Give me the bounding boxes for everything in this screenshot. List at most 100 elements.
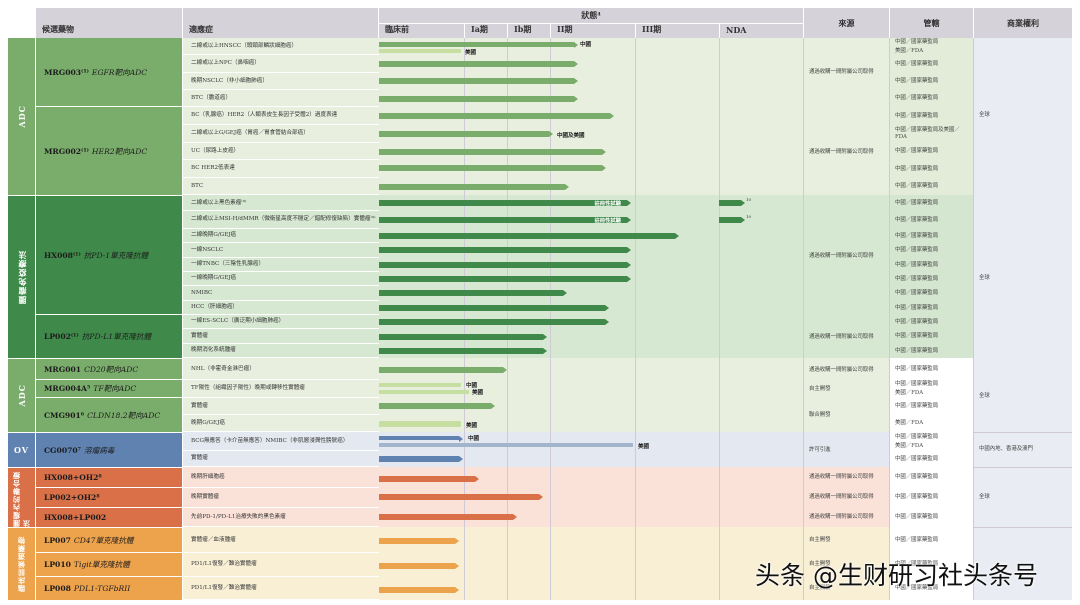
source-cell: 聯合開發 xyxy=(809,411,831,418)
header-phase-ia: Ia期 xyxy=(465,24,507,38)
drug-desc: TF靶向ADC xyxy=(93,384,137,393)
progress-bar xyxy=(379,403,495,409)
progress-bar xyxy=(379,184,569,190)
indication-row: 晚期實體瘤 xyxy=(183,488,379,508)
header-commercial-rights: 商業權利 xyxy=(974,8,1072,38)
gridline xyxy=(803,38,804,600)
source-cell: 通過收購一間附屬公司取得 xyxy=(809,333,874,340)
drug-hx008-oh2: HX008+OH2⁸ xyxy=(36,468,182,487)
jurisdiction-cell: 中國／國家藥監局 xyxy=(895,112,939,119)
section-bg-preclinical xyxy=(183,527,889,600)
drug-code: CG0070⁷ xyxy=(44,445,81,455)
indication-row: 實體瘤／血液腫瘤 xyxy=(183,528,379,553)
jurisdiction-cell: 中國／國家藥監局 xyxy=(895,514,939,521)
indication-row: 一線晚期G/GEJ癌 xyxy=(183,272,379,286)
progress-bar xyxy=(379,436,463,442)
source-cell: 許可引進 xyxy=(809,446,831,453)
progress-bar xyxy=(379,233,679,239)
source-cell: 自主開發 xyxy=(809,561,831,568)
header-phase-iii: III期 xyxy=(636,24,719,38)
progress-bar xyxy=(379,305,609,311)
drug-code: LP007 xyxy=(44,535,71,545)
category-adc: ADC xyxy=(8,38,35,195)
jurisdiction-cell: 中國／國家藥監局 xyxy=(895,381,939,388)
bar-label-usa: 美國 xyxy=(466,423,478,429)
watermark: 头条 @生财研习社头条号 xyxy=(755,561,1038,590)
drug-desc: CLDN18.2靶向ADC xyxy=(87,410,161,420)
drug-code: LP002+OH2⁸ xyxy=(44,493,100,502)
drug-code: HX008+OH2⁸ xyxy=(44,473,102,482)
header-indication: 適應症 xyxy=(183,8,378,38)
progress-bar xyxy=(379,49,461,53)
indication-row: 實體瘤 xyxy=(183,329,379,344)
jurisdiction-cell: 中國／國家藥監局 xyxy=(895,232,939,239)
drug-desc: CD47單克隆抗體 xyxy=(73,535,134,545)
gridline xyxy=(719,38,720,600)
indication-row: NMIBC xyxy=(183,286,379,301)
bar-label-china-and-usa: 中國及美國 xyxy=(557,133,585,139)
indication-row: 晚期消化系統腫瘤 xyxy=(183,344,379,358)
progress-bar xyxy=(379,96,578,102)
category-immuno-oncology: 腫瘤免疫療法 xyxy=(8,196,35,358)
jurisdiction-cell: 中國／國家藥監局 xyxy=(895,333,939,340)
rights-cell: 全球 xyxy=(979,392,990,399)
indication-row: 先前PD-1/PD-L1治療失敗的黑色素瘤 xyxy=(183,508,379,527)
indication-row: 晚期NSCLC（非小細胞肺癌） xyxy=(183,73,379,90)
source-cell: 自主開發 xyxy=(809,536,831,543)
drug-code: HX008+LP002 xyxy=(44,513,107,522)
drug-code: MRG004A⁵ xyxy=(44,384,91,393)
rights-cell: 全球 xyxy=(979,493,990,500)
progress-bar xyxy=(379,78,578,84)
jurisdiction-cell: 中國／國家藥監局 xyxy=(895,200,939,207)
header-phase-ib: Ib期 xyxy=(508,24,550,38)
jurisdiction-cell: 中國／國家藥監局 xyxy=(895,275,939,282)
progress-bar xyxy=(379,456,463,462)
drug-mrg004a: MRG004A⁵ TF靶向ADC xyxy=(36,380,182,397)
header-jurisdiction: 管轄 xyxy=(890,8,973,38)
footnote-marker: 10 xyxy=(746,214,752,219)
progress-bar xyxy=(379,131,553,137)
progress-bar xyxy=(379,494,543,500)
progress-bar xyxy=(379,421,461,427)
source-cell: 通過收購一間附屬公司取得 xyxy=(809,252,874,259)
progress-bar xyxy=(379,443,633,447)
jurisdiction-cell: 中國／國家藥監局及美國／FDA xyxy=(895,127,960,140)
jurisdiction-bg-2 xyxy=(890,195,973,358)
drug-desc: CD20靶向ADC xyxy=(84,364,139,374)
progress-bar: 註冊性試驗 xyxy=(379,200,631,207)
bar-label-usa: 美國 xyxy=(472,390,484,396)
bar-label-registrational: 註冊性試驗 xyxy=(594,201,622,207)
indication-row: 二線或以上黑色素瘤⁽⁹⁾ xyxy=(183,196,379,211)
progress-bar xyxy=(379,367,507,373)
indication-row: NHL（非霍奇金淋巴瘤） xyxy=(183,359,379,380)
drug-hx008-lp002: HX008+LP002 xyxy=(36,508,182,527)
drug-desc: HER2靶向ADC xyxy=(91,146,148,156)
indication-row: 實體瘤 xyxy=(183,451,379,467)
progress-bar xyxy=(379,61,578,67)
progress-bar-nda xyxy=(719,200,745,206)
jurisdiction-cell: 中國／國家藥監局 xyxy=(895,494,939,501)
indication-row: 二線晚期G/GEJ癌 xyxy=(183,229,379,243)
source-cell: 自主開發 xyxy=(809,385,831,392)
drug-cmg901: CMG901⁶ CLDN18.2靶向ADC xyxy=(36,398,182,432)
indication-row: BTC（膽道癌） xyxy=(183,90,379,107)
indication-row: BTC xyxy=(183,178,379,195)
jurisdiction-cell: 中國／國家藥監局 xyxy=(895,474,939,481)
jurisdiction-cell: 中國／國家藥監局 xyxy=(895,148,939,155)
progress-bar xyxy=(379,276,631,282)
jurisdiction-cell: 中國／國家藥監局 xyxy=(895,561,939,568)
rights-cell: 全球 xyxy=(979,274,990,281)
indication-row: 一線TNBC（三陰性乳腺癌） xyxy=(183,258,379,272)
drug-code: CMG901⁶ xyxy=(44,410,85,420)
bar-label-registrational: 註冊性試驗 xyxy=(594,218,622,224)
jurisdiction-cell: 中國／國家藥監局 xyxy=(895,165,939,172)
drug-code: HX008⁽¹⁾ xyxy=(44,250,81,260)
indication-row: 晚期G/GEJ癌 xyxy=(183,415,379,432)
drug-lp002-oh2: LP002+OH2⁸ xyxy=(36,488,182,507)
jurisdiction-cell: 中國／國家藥監局 xyxy=(895,536,939,543)
gridline xyxy=(635,38,636,600)
progress-bar xyxy=(379,563,459,569)
drug-desc: 溶瘤病毒 xyxy=(84,445,115,455)
drug-desc: Tigit單克隆抗體 xyxy=(73,560,130,569)
progress-bar xyxy=(379,247,631,253)
